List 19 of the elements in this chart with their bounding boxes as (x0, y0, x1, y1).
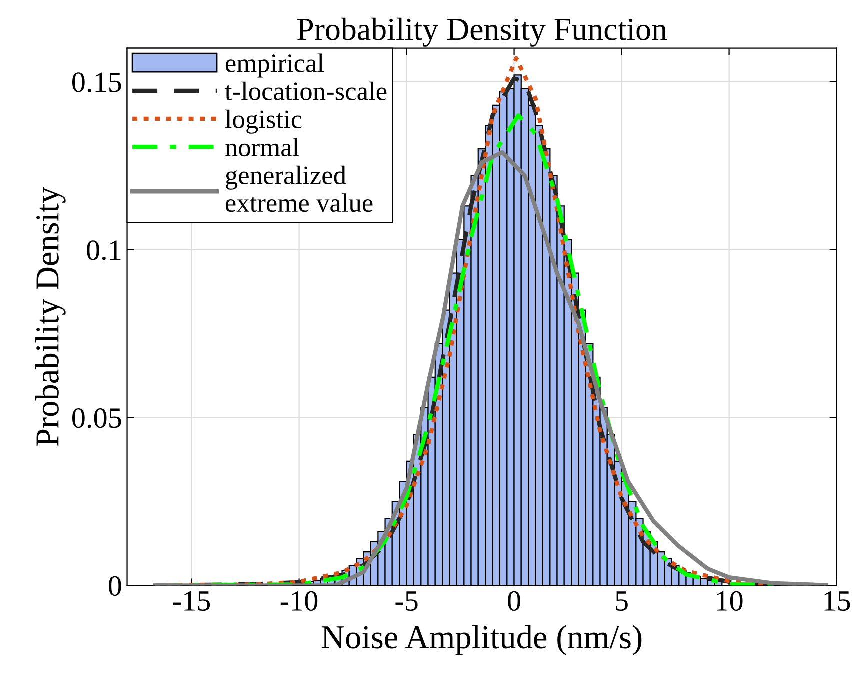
x-tick-label: -10 (280, 591, 318, 612)
y-axis-title: Probability Density (36, 187, 66, 446)
x-tick-label: -15 (173, 592, 210, 612)
chart-title: Probability Density Function (298, 18, 667, 47)
x-tick-label: -5 (396, 592, 418, 612)
y-tick-label: 0.05 (72, 408, 122, 428)
x-tick-label: 0 (508, 591, 520, 612)
y-tick-label: 0.15 (72, 72, 122, 92)
x-axis-title: Noise Amplitude (nm/s) (322, 625, 642, 656)
legend-label: empirical (226, 54, 324, 78)
legend-label: generalized extreme value (226, 166, 373, 212)
y-tick-label: 0.1 (87, 240, 121, 260)
x-tick-label: 5 (616, 592, 628, 612)
legend-label: t-location-scale (225, 82, 387, 100)
y-tick-label: 0 (108, 576, 122, 596)
x-tick-label: 10 (717, 591, 743, 612)
x-tick-label: 15 (824, 592, 850, 612)
legend-label: logistic (225, 110, 302, 134)
legend-label: normal (226, 138, 300, 157)
